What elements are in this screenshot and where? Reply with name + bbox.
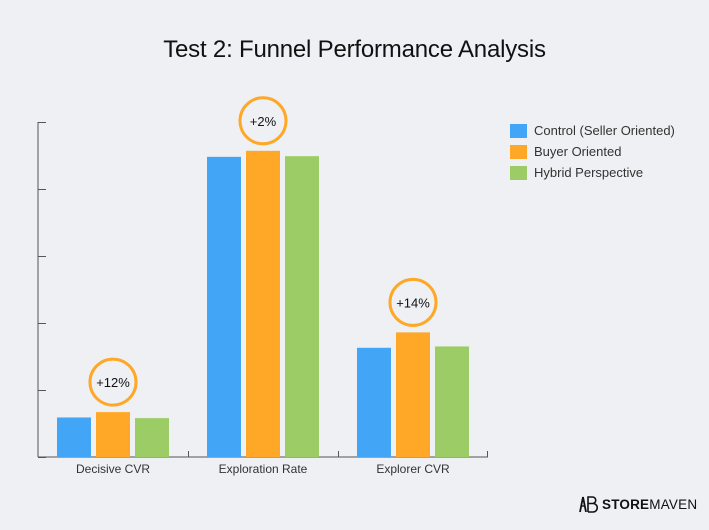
chart-title: Test 2: Funnel Performance Analysis (163, 36, 546, 63)
bar-control-seller-oriented-explorer-cvr (357, 347, 391, 457)
bar-hybrid-perspective-exploration-rate (285, 156, 319, 458)
annotation-label: +2% (250, 114, 277, 129)
bar-buyer-oriented-exploration-rate (246, 150, 280, 457)
bar-control-seller-oriented-exploration-rate (207, 156, 241, 457)
legend-swatch-hybrid-perspective (510, 165, 527, 180)
legend-item-hybrid-perspective: Hybrid Perspective (510, 162, 675, 183)
bar-buyer-oriented-decisive-cvr (96, 412, 130, 457)
bar-hybrid-perspective-explorer-cvr (435, 346, 469, 457)
annotation-circle (238, 96, 288, 146)
legend: Control (Seller Oriented) Buyer Oriented… (510, 120, 675, 183)
brand-name-bold: STORE (602, 496, 650, 512)
annotation-circle (388, 277, 438, 327)
bar-hybrid-perspective-decisive-cvr (135, 418, 169, 457)
legend-item-control: Control (Seller Oriented) (510, 120, 675, 141)
x-tick-label: Exploration Rate (219, 462, 308, 476)
legend-item-buyer-oriented: Buyer Oriented (510, 141, 675, 162)
legend-label-hybrid-perspective: Hybrid Perspective (534, 165, 644, 180)
brand-name-light: MAVEN (649, 496, 698, 512)
annotation-label: +12% (96, 375, 130, 390)
x-tick-label: Decisive CVR (76, 462, 150, 476)
bar-control-seller-oriented-decisive-cvr (57, 417, 91, 457)
brand-logo: STORE MAVEN (576, 493, 697, 515)
x-tick-label: Explorer CVR (376, 462, 450, 476)
storemaven-logo-icon (579, 496, 598, 513)
legend-label-control: Control (Seller Oriented) (534, 123, 675, 138)
annotation-label: +14% (396, 295, 430, 310)
annotation-circle (88, 357, 138, 407)
legend-swatch-buyer-oriented (510, 144, 527, 159)
legend-swatch-control (510, 123, 527, 138)
legend-label-buyer-oriented: Buyer Oriented (534, 144, 622, 159)
bar-buyer-oriented-explorer-cvr (396, 332, 430, 457)
